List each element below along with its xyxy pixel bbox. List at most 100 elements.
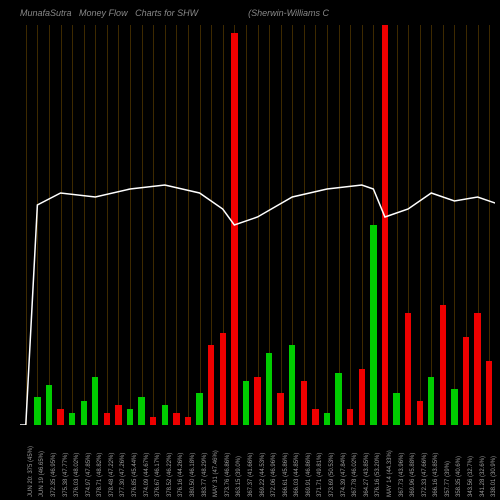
x-axis-label: 373.76 (46.86%) [225,453,231,497]
volume-bar [150,417,156,425]
grid-line [339,25,340,425]
grid-line [431,25,432,425]
x-axis-label: 372.35 (46.95%) [51,453,57,497]
volume-bar [347,409,353,425]
volume-bar [359,369,365,425]
grid-line [315,25,316,425]
grid-line [118,25,119,425]
x-axis-label: MAY 14 (44.33%) [387,450,393,497]
x-axis-label: 369.22 (44.53%) [260,453,266,497]
volume-bar [463,337,469,425]
x-axis-label: 366.61 (45.86%) [283,453,289,497]
x-axis-label: 374.39 (47.84%) [341,453,347,497]
grid-line [72,25,73,425]
volume-bar [173,413,179,425]
x-axis-label: 378.48 (47.22%) [109,453,115,497]
x-axis-label: 363.15 (39.0%) [236,456,242,497]
x-axis-label: 357.77 (39%) [445,461,451,497]
volume-bar [231,33,237,425]
volume-bar [370,225,376,425]
x-axis-label: 373.69 (50.53%) [329,453,335,497]
x-axis-label: 377.30 (47.26%) [120,453,126,497]
x-axis-label: 371.71 (49.81%) [317,453,323,497]
x-axis-label: 341.28 (32.6%) [480,456,486,497]
volume-bar [208,345,214,425]
volume-bar [324,413,330,425]
volume-bar [277,393,283,425]
x-axis-label: 369.96 (45.88%) [410,453,416,497]
volume-bar [474,313,480,425]
grid-line [350,25,351,425]
grid-line [37,25,38,425]
grid-line [130,25,131,425]
x-axis-label: 374.97 (47.85%) [86,453,92,497]
grid-line [420,25,421,425]
grid-line [397,25,398,425]
chart-title: MunafaSutra Money Flow Charts for SHW (S… [20,8,329,18]
x-axis-label: 374.09 (44.67%) [144,453,150,497]
volume-bar [428,377,434,425]
x-axis-label: 376.16 (53.20%) [375,453,381,497]
volume-bar [382,25,388,425]
volume-bar [57,409,63,425]
x-axis-label: 367.73 (43.96%) [399,453,405,497]
volume-bar [69,413,75,425]
volume-bar [81,401,87,425]
grid-line [281,25,282,425]
grid-line [176,25,177,425]
grid-line [188,25,189,425]
grid-line [153,25,154,425]
volume-bar [34,397,40,425]
volume-bar [393,393,399,425]
x-axis-label: 367.37 (41.66%) [248,453,254,497]
volume-bar [127,409,133,425]
x-axis-label: 364.27 (43.85%) [364,453,370,497]
grid-line [454,25,455,425]
x-axis-label: 366.03 (44.85%) [294,453,300,497]
volume-bar [486,361,492,425]
x-axis-label: 376.67 (46.17%) [155,453,161,497]
x-axis-label: 380.50 (46.18%) [190,453,196,497]
x-axis-label: 376.03 (48.02%) [74,453,80,497]
volume-bar [289,345,295,425]
grid-line [327,25,328,425]
volume-bar [196,393,202,425]
volume-bar [451,389,457,425]
x-axis-label: 366.16 (43.85%) [433,453,439,497]
x-axis-label: 369.91 (46.86%) [306,453,312,497]
volume-bar [417,401,423,425]
x-axis-label: 376.16 (44.26%) [178,453,184,497]
volume-bar [185,417,191,425]
grid-line [258,25,259,425]
x-axis-label: MAY 31 (47.46%) [213,450,219,497]
volume-bar [301,381,307,425]
x-axis-label: JUN 20: 375 (45%) [28,446,34,497]
x-axis-labels: JUN 20: 375 (45%)JUN 19 (46.65%)372.35 (… [20,425,495,500]
grid-line [61,25,62,425]
x-axis-label: 367.78 (46.02%) [352,453,358,497]
x-axis-label: 358.35 (40.6%) [456,456,462,497]
volume-bar [243,381,249,425]
volume-bar [46,385,52,425]
volume-bar [115,405,121,425]
grid-line [95,25,96,425]
grid-line [49,25,50,425]
volume-bar [104,413,110,425]
volume-bar [220,333,226,425]
x-axis-label: 343.56 (32.7%) [468,456,474,497]
x-axis-label: 372.06 (46.96%) [271,453,277,497]
grid-line [107,25,108,425]
grid-line [26,25,27,425]
grid-line [200,25,201,425]
volume-bar [92,377,98,425]
x-axis-label: 376.85 (45.44%) [132,453,138,497]
grid-line [165,25,166,425]
volume-bar [266,353,272,425]
volume-bar [162,405,168,425]
x-axis-label: 338.01 (30.9%) [491,456,497,497]
volume-bar [335,373,341,425]
x-axis-label: 383.77 (48.29%) [202,453,208,497]
x-axis-label: 375.38 (47.77%) [63,453,69,497]
x-axis-label: 372.33 (47.66%) [422,453,428,497]
chart-container: { "title_parts": ["MunafaSutra", "Money … [0,0,500,500]
